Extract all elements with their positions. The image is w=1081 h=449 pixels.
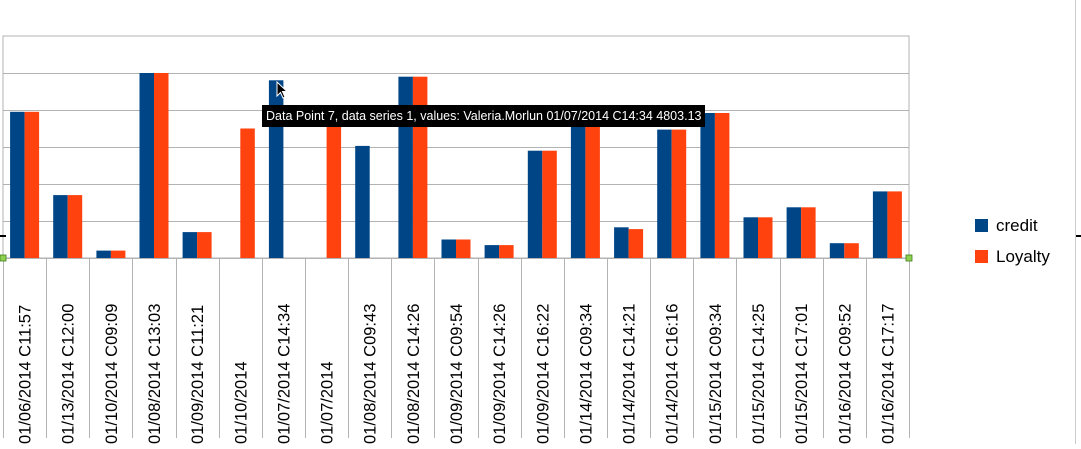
x-tick-label: 01/08/2014 C09:43: [362, 304, 380, 444]
x-tick-label: 01/16/2014 C17:17: [879, 304, 897, 444]
x-tick-label: 01/08/2014 C14:26: [405, 304, 423, 444]
bar-loyalty-2[interactable]: [110, 250, 126, 258]
x-tick-label: 01/06/2014 C11:57: [17, 305, 35, 444]
legend-label-loyalty: Loyalty: [996, 247, 1050, 266]
x-tick-label: 01/10/2014: [232, 361, 250, 444]
selection-handle-left: [0, 254, 7, 262]
bar-loyalty-13[interactable]: [585, 113, 600, 258]
x-tick-label: 01/09/2014 C16:22: [534, 304, 552, 444]
bar-loyalty-11[interactable]: [499, 245, 514, 258]
x-tick-label: 01/09/2014 C09:54: [448, 304, 466, 444]
bar-loyalty-19[interactable]: [844, 243, 859, 258]
edge-marker-left: [0, 235, 6, 237]
bar-credit-4[interactable]: [182, 232, 198, 258]
mouse-cursor-icon: [276, 81, 289, 99]
chart-legend: credit Loyalty: [975, 210, 1050, 272]
bar-credit-16[interactable]: [700, 113, 715, 258]
bar-credit-8[interactable]: [355, 145, 370, 258]
legend-item-loyalty: Loyalty: [975, 241, 1050, 272]
bar-credit-10[interactable]: [441, 239, 457, 259]
bar-loyalty-7[interactable]: [326, 121, 342, 258]
bar-loyalty-4[interactable]: [197, 232, 212, 258]
bar-loyalty-5[interactable]: [240, 128, 255, 259]
selection-handle-right: [905, 254, 913, 262]
bar-loyalty-20[interactable]: [887, 191, 902, 258]
bar-credit-19[interactable]: [829, 243, 845, 258]
bar-loyalty-10[interactable]: [456, 239, 471, 259]
bar-credit-11[interactable]: [484, 245, 500, 258]
x-tick-label: 01/10/2014 C09:09: [103, 304, 121, 444]
x-tick-label: 01/07/2014 C14:34: [275, 304, 293, 444]
bar-loyalty-1[interactable]: [67, 195, 83, 258]
x-tick-label: 01/14/2014 C16:16: [664, 304, 682, 444]
bar-credit-14[interactable]: [614, 227, 629, 258]
bar-loyalty-17[interactable]: [758, 217, 773, 258]
bar-credit-20[interactable]: [872, 191, 888, 258]
bar-loyalty-3[interactable]: [154, 73, 169, 258]
legend-swatch-credit: [975, 219, 988, 232]
x-tick-label: 01/15/2014 C14:25: [750, 304, 768, 444]
legend-item-credit: credit: [975, 210, 1050, 241]
bar-credit-0[interactable]: [10, 111, 25, 258]
bar-credit-9[interactable]: [398, 76, 413, 258]
x-tick-label: 01/15/2014 C17:01: [793, 304, 811, 444]
x-tick-label: 01/15/2014 C09:34: [707, 304, 725, 444]
bar-loyalty-15[interactable]: [671, 129, 687, 258]
bar-credit-12[interactable]: [527, 150, 543, 258]
bar-credit-15[interactable]: [657, 129, 672, 258]
bar-loyalty-9[interactable]: [412, 76, 428, 258]
x-tick-label: 01/16/2014 C09:52: [836, 304, 854, 444]
legend-swatch-loyalty: [975, 250, 988, 263]
bar-credit-2[interactable]: [96, 250, 111, 258]
bar-credit-1[interactable]: [53, 195, 68, 258]
data-point-tooltip: Data Point 7, data series 1, values: Val…: [262, 105, 706, 127]
x-tick-label: 01/07/2014: [319, 361, 337, 444]
x-tick-label: 01/14/2014 C14:21: [621, 304, 639, 444]
bar-loyalty-12[interactable]: [542, 150, 557, 258]
x-tick-label: 01/09/2014 C14:26: [491, 304, 509, 444]
bar-loyalty-16[interactable]: [714, 113, 730, 258]
bar-credit-3[interactable]: [139, 73, 155, 258]
bar-loyalty-18[interactable]: [801, 207, 816, 258]
frame-border: [1075, 0, 1076, 444]
bar-credit-17[interactable]: [743, 217, 759, 258]
bar-loyalty-0[interactable]: [24, 111, 40, 258]
edge-marker-right: [1075, 235, 1081, 237]
x-tick-label: 01/13/2014 C12:00: [60, 304, 78, 444]
x-tick-label: 01/09/2014 C11:21: [189, 305, 207, 444]
bar-credit-18[interactable]: [786, 207, 802, 258]
legend-label-credit: credit: [996, 216, 1038, 235]
x-tick-label: 01/08/2014 C13:03: [146, 304, 164, 444]
bar-credit-13[interactable]: [570, 113, 586, 258]
bar-loyalty-14[interactable]: [628, 229, 644, 258]
x-tick-label: 01/14/2014 C09:34: [577, 304, 595, 444]
